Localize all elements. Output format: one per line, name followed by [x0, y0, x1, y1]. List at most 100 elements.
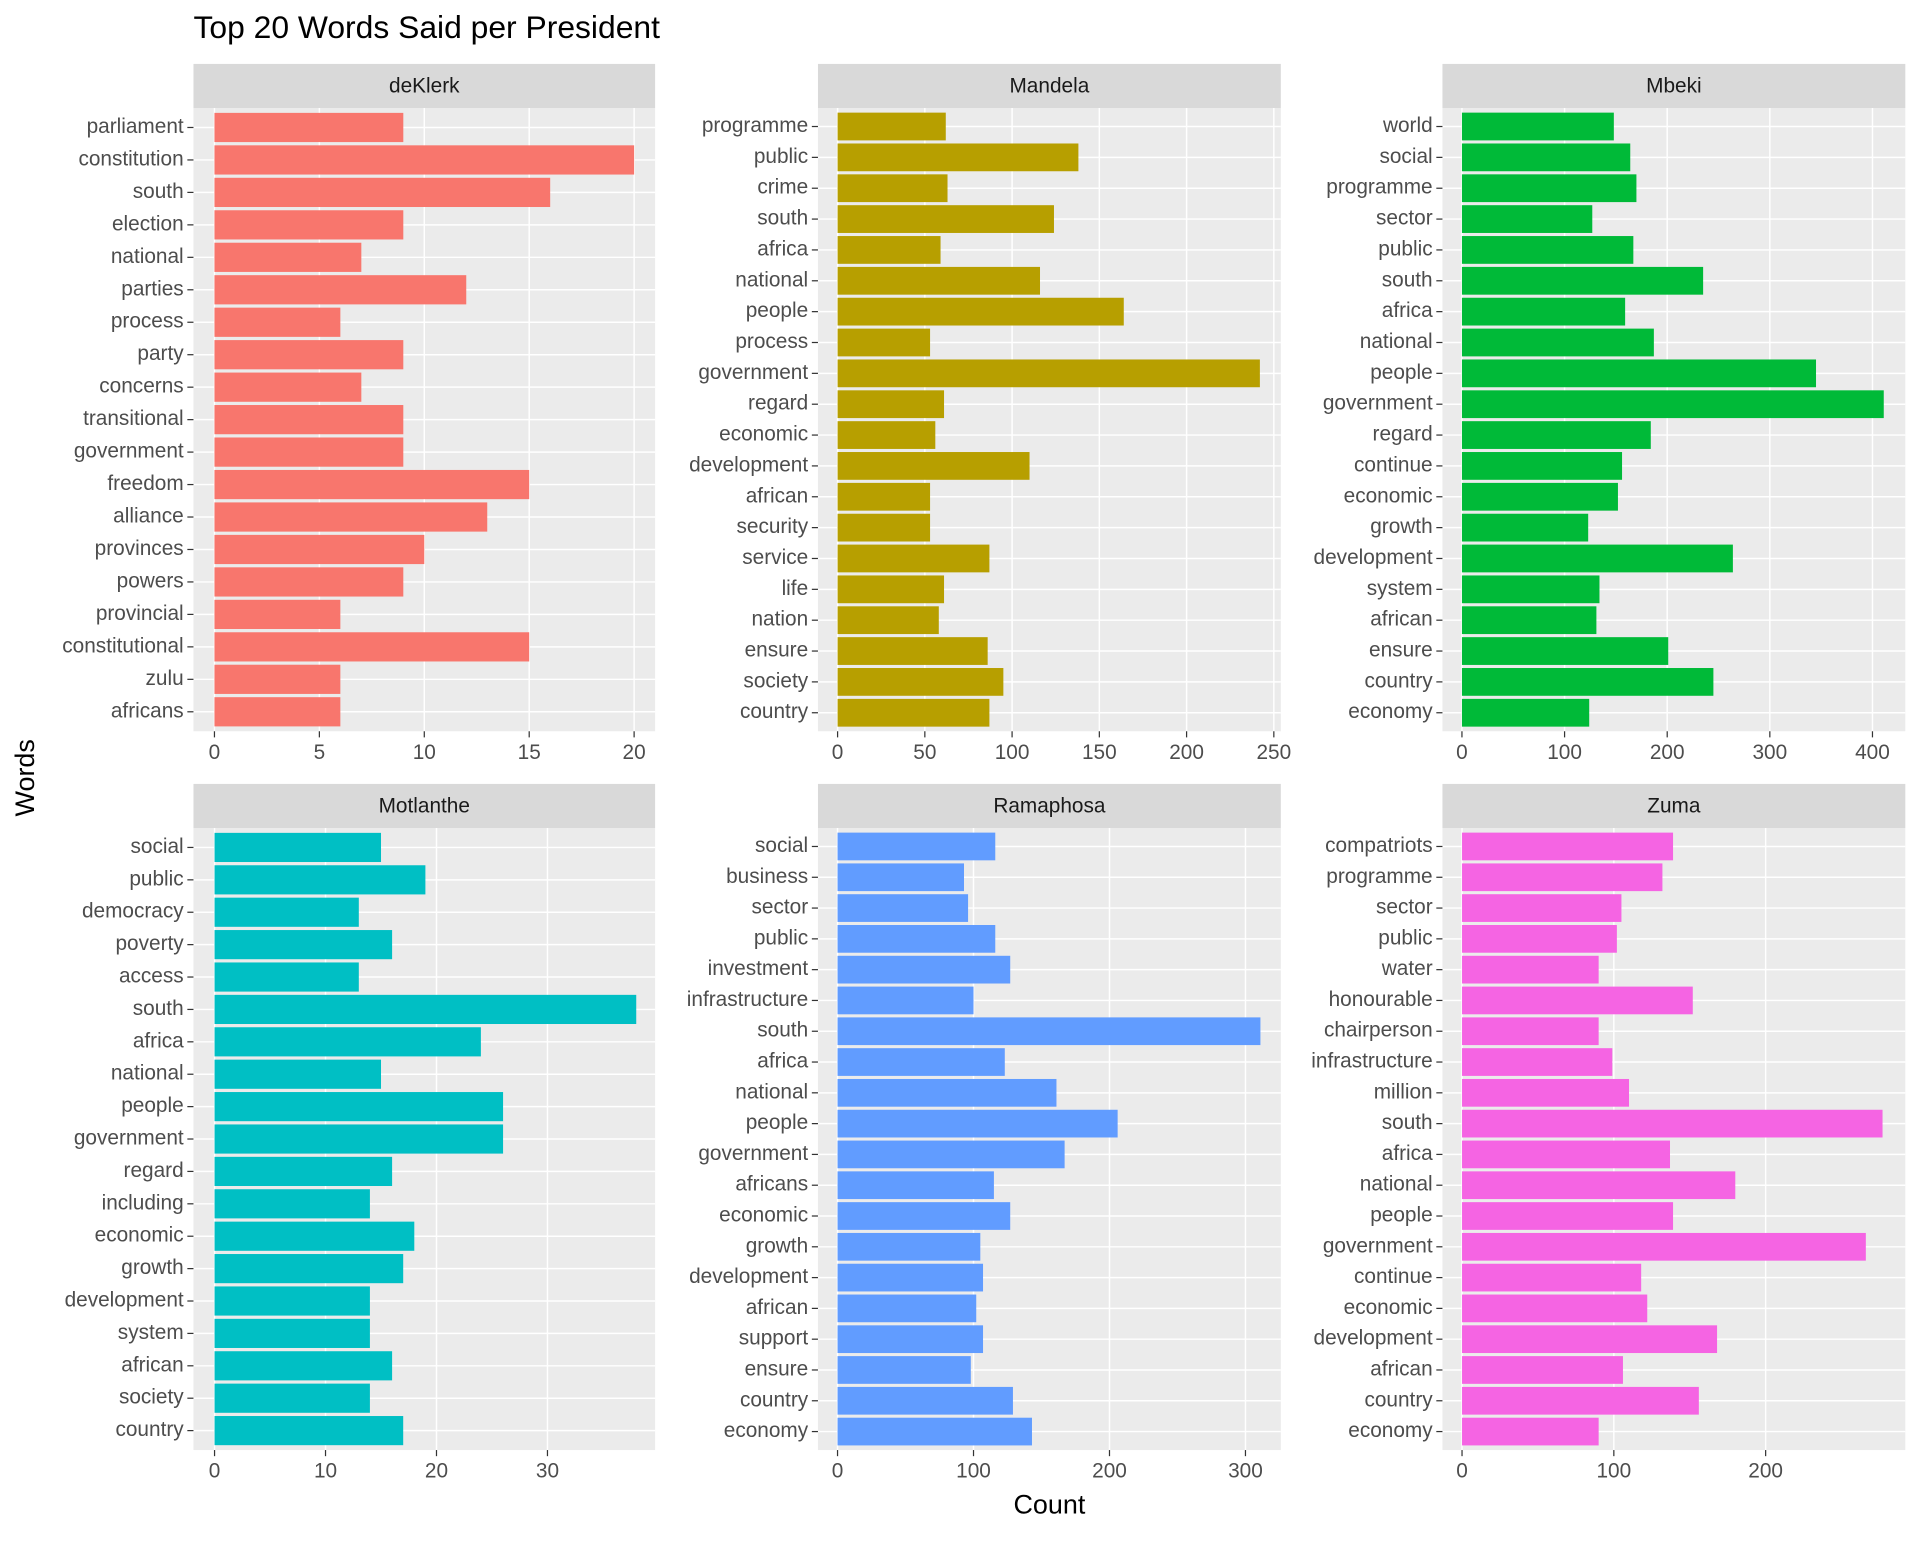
bar: [1461, 575, 1600, 604]
x-tick-label: 0: [1456, 741, 1468, 764]
y-tick-label: powers: [117, 569, 184, 592]
y-tick-label: public: [1378, 237, 1432, 260]
bar: [214, 340, 404, 370]
y-tick-label: society: [119, 1386, 184, 1409]
y-tick-label: country: [740, 1388, 809, 1411]
bar: [837, 1140, 1065, 1169]
x-tick-label: 50: [913, 741, 936, 764]
bar: [1461, 637, 1669, 665]
y-tick-label: alliance: [113, 505, 184, 528]
y-tick-label: including: [102, 1191, 184, 1214]
x-tick-label: 100: [956, 1460, 991, 1483]
y-tick-label: growth: [121, 1256, 183, 1279]
bar: [1462, 1417, 1599, 1446]
bar: [837, 1202, 1011, 1230]
bar: [214, 1286, 370, 1316]
bar: [1461, 668, 1714, 696]
bar: [214, 1318, 370, 1348]
x-tick-label: 200: [1169, 741, 1204, 764]
bar: [214, 832, 382, 863]
bar: [837, 1232, 981, 1261]
x-tick-label: 100: [1596, 1460, 1631, 1483]
bar: [214, 1124, 504, 1154]
y-tick-label: africa: [1382, 299, 1433, 322]
bar: [837, 1017, 1261, 1046]
bar: [1462, 986, 1693, 1015]
y-tick-label: security: [737, 515, 809, 538]
bar: [1461, 698, 1590, 727]
strip: [193, 783, 656, 828]
panel-title: Mbeki: [1646, 75, 1701, 98]
x-tick-label: 0: [209, 1460, 221, 1483]
x-tick-label: 300: [1752, 741, 1787, 764]
chart-title: Top 20 Words Said per President: [193, 9, 660, 45]
bar: [1461, 390, 1884, 419]
bar: [214, 1027, 481, 1057]
bar: [1462, 925, 1617, 953]
y-tick-label: provincial: [96, 602, 184, 625]
y-tick-label: south: [757, 207, 808, 230]
bar: [837, 513, 931, 542]
bar: [214, 599, 341, 630]
bar: [837, 894, 969, 922]
x-tick-label: 100: [1547, 741, 1582, 764]
bar: [837, 452, 1030, 480]
x-tick-label: 200: [1650, 741, 1685, 764]
y-tick-label: african: [1370, 608, 1432, 631]
y-tick-label: access: [119, 965, 184, 988]
y-tick-label: african: [746, 484, 808, 507]
bar: [214, 502, 488, 532]
bar: [1462, 1202, 1674, 1230]
bar: [214, 697, 341, 727]
bar: [837, 328, 931, 357]
strip: [817, 63, 1281, 108]
panel-title: Ramaphosa: [993, 795, 1106, 818]
y-tick-label: economy: [724, 1419, 809, 1442]
y-tick-label: african: [1370, 1357, 1432, 1380]
y-axis-label: Words: [10, 739, 40, 816]
y-tick-label: economy: [1348, 1419, 1433, 1442]
y-tick-label: south: [133, 180, 184, 203]
y-tick-label: regard: [1373, 423, 1433, 446]
y-tick-label: social: [755, 834, 808, 857]
y-tick-label: concerns: [99, 375, 183, 398]
y-tick-label: programme: [1326, 176, 1432, 199]
bar: [214, 994, 637, 1025]
panel-title: deKlerk: [389, 75, 460, 98]
y-tick-label: compatriots: [1325, 834, 1433, 857]
y-tick-label: south: [1382, 268, 1433, 291]
y-tick-label: people: [746, 1111, 808, 1134]
x-tick-label: 10: [413, 741, 436, 764]
y-tick-label: society: [743, 669, 808, 692]
bar: [1462, 1232, 1866, 1261]
y-tick-label: national: [111, 1062, 184, 1085]
y-tick-label: economic: [719, 423, 808, 446]
bar: [214, 437, 404, 467]
bar: [837, 698, 990, 727]
bar: [214, 1221, 415, 1251]
y-tick-label: government: [74, 1127, 184, 1150]
y-tick-label: million: [1374, 1080, 1433, 1103]
bar: [1462, 1171, 1736, 1200]
y-tick-label: constitution: [78, 147, 183, 170]
x-tick-label: 20: [623, 741, 646, 764]
bar: [837, 266, 1041, 295]
bar: [837, 297, 1124, 326]
y-tick-label: public: [754, 926, 808, 949]
y-tick-label: country: [740, 700, 809, 723]
y-tick-label: south: [133, 997, 184, 1020]
y-tick-label: infrastructure: [687, 988, 808, 1011]
y-tick-label: life: [782, 577, 809, 600]
bar: [214, 145, 635, 175]
bar: [214, 567, 404, 597]
y-tick-label: national: [1360, 1173, 1433, 1196]
bar: [837, 236, 941, 264]
bar: [1462, 894, 1622, 922]
bar: [214, 1092, 504, 1122]
y-tick-label: government: [698, 1142, 808, 1165]
bar: [837, 832, 996, 861]
x-tick-label: 200: [1092, 1460, 1127, 1483]
bar: [837, 1048, 1005, 1076]
y-tick-label: development: [1314, 546, 1433, 569]
x-tick-label: 150: [1082, 741, 1117, 764]
